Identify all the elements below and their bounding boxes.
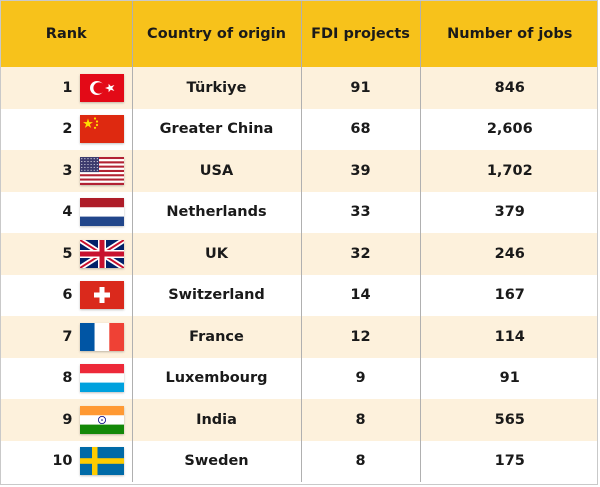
rank-cell: 6 <box>1 274 133 316</box>
jobs-cell: 565 <box>494 411 525 428</box>
france-flag-icon <box>80 322 124 351</box>
jobs-cell: 846 <box>494 79 525 96</box>
fdi-projects-cell: 33 <box>301 191 421 233</box>
jobs-cell: 2,606 <box>486 121 533 138</box>
country-cell: UK <box>132 233 302 275</box>
table-row: 4 Netherlands 33 379 <box>1 191 597 233</box>
rank-number: 8 <box>62 370 73 387</box>
rank-cell: 4 <box>1 191 133 233</box>
rank-cell: 5 <box>1 233 133 275</box>
rank-cell: 7 <box>1 316 133 358</box>
fdi-projects-cell: 9 <box>301 357 421 399</box>
rank-number: 7 <box>62 328 73 345</box>
table-row: 3 USA 39 1,702 <box>1 150 597 192</box>
country-cell: Türkiye <box>132 67 302 109</box>
fdi-projects-cell: 12 <box>301 316 421 358</box>
country-cell: USA <box>132 150 302 192</box>
country-cell: Sweden <box>132 440 302 482</box>
fdi-projects-cell: 8 <box>301 440 421 482</box>
rank-number: 1 <box>62 79 73 96</box>
country-cell: Luxembourg <box>132 357 302 399</box>
rank-number: 3 <box>62 162 73 179</box>
country-cell: Greater China <box>132 108 302 150</box>
header-fdi-projects: FDI projects <box>301 1 421 67</box>
rank-cell: 8 <box>1 357 133 399</box>
table-row: 5 UK 32 246 <box>1 233 597 275</box>
india-flag-icon <box>80 405 124 434</box>
rank-number: 2 <box>62 121 73 138</box>
header-rank: Rank <box>1 1 133 67</box>
jobs-cell: 379 <box>494 204 525 221</box>
header-number-of-jobs: Number of jobs <box>447 26 573 42</box>
sweden-flag-icon <box>80 447 124 476</box>
jobs-cell: 1,702 <box>486 162 533 179</box>
table-row: 8 Luxembourg 9 91 <box>1 357 597 399</box>
jobs-cell: 114 <box>494 328 525 345</box>
jobs-cell: 91 <box>499 370 520 387</box>
luxembourg-flag-icon <box>80 364 124 393</box>
rank-cell: 10 <box>1 440 133 482</box>
table-row: 7 France 12 114 <box>1 316 597 358</box>
rank-number: 10 <box>52 453 73 470</box>
rank-cell: 1 <box>1 67 133 109</box>
fdi-projects-cell: 39 <box>301 150 421 192</box>
jobs-cell: 246 <box>494 245 525 262</box>
country-cell: Switzerland <box>132 274 302 316</box>
switzerland-flag-icon <box>80 281 124 310</box>
country-cell: India <box>132 399 302 441</box>
netherlands-flag-icon <box>80 198 124 227</box>
rank-number: 5 <box>62 245 73 262</box>
fdi-projects-cell: 91 <box>301 67 421 109</box>
table-row: 10 Sweden 8 175 <box>1 440 597 482</box>
china-flag-icon <box>80 115 124 144</box>
rank-number: 9 <box>62 411 73 428</box>
fdi-projects-cell: 32 <box>301 233 421 275</box>
usa-flag-icon <box>80 156 124 185</box>
rank-cell: 3 <box>1 150 133 192</box>
rank-number: 4 <box>62 204 73 221</box>
country-cell: France <box>132 316 302 358</box>
fdi-projects-cell: 14 <box>301 274 421 316</box>
jobs-cell: 175 <box>494 453 525 470</box>
jobs-cell: 167 <box>494 287 525 304</box>
turkey-flag-icon <box>80 73 124 102</box>
header-country: Country of origin <box>132 1 302 67</box>
table-row: 1 Türkiye 91 846 <box>1 67 597 109</box>
uk-flag-icon <box>80 239 124 268</box>
rank-cell: 2 <box>1 108 133 150</box>
table-row: 6 Switzerland 14 167 <box>1 274 597 316</box>
fdi-projects-cell: 8 <box>301 399 421 441</box>
table-row: 9 India 8 565 <box>1 399 597 441</box>
rank-cell: 9 <box>1 399 133 441</box>
table-row: 2 Greater China 68 2,606 <box>1 108 597 150</box>
rank-number: 6 <box>62 287 73 304</box>
fdi-projects-cell: 68 <box>301 108 421 150</box>
table-header-row: Rank Country of origin FDI projects Numb… <box>1 1 597 67</box>
country-cell: Netherlands <box>132 191 302 233</box>
